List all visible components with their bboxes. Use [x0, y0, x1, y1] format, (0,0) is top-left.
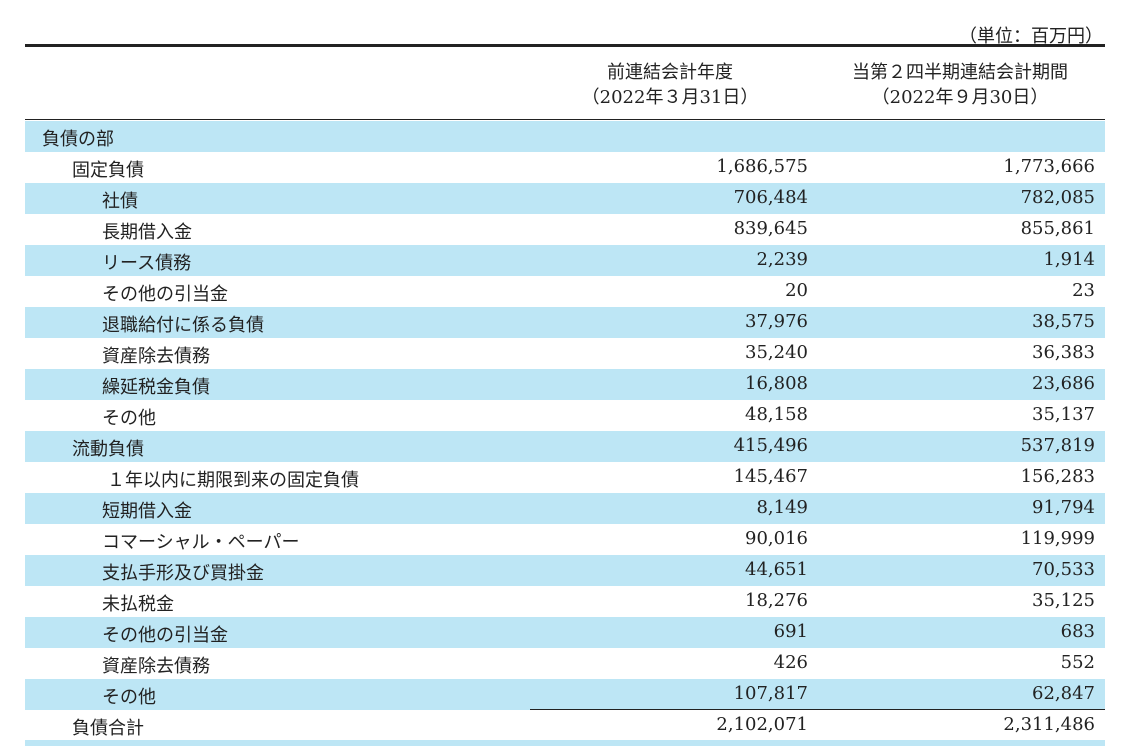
table-row: その他の引当金 20 23 — [25, 276, 1105, 307]
cell-value: 2,102,071 — [716, 714, 808, 735]
cell-value: 2,239 — [756, 249, 808, 270]
table-row: 未払税金 18,276 35,125 — [25, 586, 1105, 617]
cell-value: 107,817 — [733, 683, 808, 704]
cell-value: 37,976 — [745, 311, 808, 332]
cell-value: 415,496 — [733, 435, 808, 456]
row-label: その他の引当金 — [102, 625, 228, 646]
cell-value: 16,808 — [745, 373, 808, 394]
row-label: 固定負債 — [72, 160, 144, 181]
table-row: リース債務 2,239 1,914 — [25, 245, 1105, 276]
table-row: 負債の部 — [25, 121, 1105, 152]
row-label: 資産除去債務 — [102, 346, 210, 367]
cell-value: 156,283 — [1020, 466, 1095, 487]
table-row: 負債合計 2,102,071 2,311,486 — [25, 710, 1105, 741]
row-label: 未払税金 — [102, 594, 174, 615]
column-header: 前連結会計年度 （2022年３月31日） — [530, 60, 810, 110]
cell-value: 1,686,575 — [716, 156, 808, 177]
row-label: 負債の部 — [42, 129, 114, 150]
cell-value: 691 — [773, 621, 808, 642]
cell-value: 90,016 — [745, 528, 808, 549]
cell-value: 537,819 — [1020, 435, 1095, 456]
cell-value: 62,847 — [1032, 683, 1095, 704]
table-row: 社債 706,484 782,085 — [25, 183, 1105, 214]
column-title: 当第２四半期連結会計期間 — [852, 62, 1068, 83]
cell-value: 44,651 — [745, 559, 808, 580]
top-rule — [25, 44, 1105, 47]
table-row: 繰延税金負債 16,808 23,686 — [25, 369, 1105, 400]
table-row: その他 48,158 35,137 — [25, 400, 1105, 431]
cell-value: 23 — [1072, 280, 1095, 301]
cell-value: 119,999 — [1020, 528, 1095, 549]
row-label: その他 — [102, 687, 156, 708]
table-row: その他の引当金 691 683 — [25, 617, 1105, 648]
next-row-strip — [25, 740, 1105, 746]
row-label: その他 — [102, 408, 156, 429]
row-label: 繰延税金負債 — [102, 377, 210, 398]
cell-value: 2,311,486 — [1003, 714, 1095, 735]
row-label: リース債務 — [102, 253, 192, 274]
cell-value: 36,383 — [1032, 342, 1095, 363]
unit: （単位：百万円） — [959, 26, 1103, 47]
table-row: 資産除去債務 35,240 36,383 — [25, 338, 1105, 369]
row-label: 短期借入金 — [102, 501, 192, 522]
cell-value: 38,575 — [1032, 311, 1095, 332]
cell-value: 70,533 — [1032, 559, 1095, 580]
cell-value: 706,484 — [733, 187, 808, 208]
column-header: 当第２四半期連結会計期間 （2022年９月30日） — [815, 60, 1105, 110]
table-row: 資産除去債務 426 552 — [25, 648, 1105, 679]
row-label: １年以内に期限到来の固定負債 — [107, 470, 359, 491]
column-title: 前連結会計年度 — [607, 62, 733, 83]
column-date: （2022年９月30日） — [871, 87, 1049, 108]
cell-value: 91,794 — [1032, 497, 1095, 518]
cell-value: 20 — [785, 280, 808, 301]
cell-value: 145,467 — [733, 466, 808, 487]
total-rule — [530, 709, 1105, 710]
row-label: コマーシャル・ペーパー — [102, 532, 300, 553]
cell-value: 552 — [1060, 652, 1095, 673]
column-date: （2022年３月31日） — [581, 87, 759, 108]
table-row: １年以内に期限到来の固定負債 145,467 156,283 — [25, 462, 1105, 493]
table-row: 長期借入金 839,645 855,861 — [25, 214, 1105, 245]
row-label: 長期借入金 — [102, 222, 192, 243]
table-row: 退職給付に係る負債 37,976 38,575 — [25, 307, 1105, 338]
cell-value: 1,773,666 — [1003, 156, 1095, 177]
cell-value: 35,125 — [1032, 590, 1095, 611]
cell-value: 8,149 — [756, 497, 808, 518]
cell-value: 839,645 — [733, 218, 808, 239]
table-row: その他 107,817 62,847 — [25, 679, 1105, 710]
row-label: 流動負債 — [72, 439, 144, 460]
cell-value: 683 — [1060, 621, 1095, 642]
cell-value: 426 — [773, 652, 808, 673]
row-label: 社債 — [102, 191, 138, 212]
cell-value: 18,276 — [745, 590, 808, 611]
table-row: 短期借入金 8,149 91,794 — [25, 493, 1105, 524]
row-label: 資産除去債務 — [102, 656, 210, 677]
cell-value: 35,137 — [1032, 404, 1095, 425]
cell-value: 1,914 — [1043, 249, 1095, 270]
table-row: 固定負債 1,686,575 1,773,666 — [25, 152, 1105, 183]
table-row: 流動負債 415,496 537,819 — [25, 431, 1105, 462]
row-label: 負債合計 — [72, 718, 144, 739]
row-label: その他の引当金 — [102, 284, 228, 305]
row-label: 支払手形及び買掛金 — [102, 563, 264, 584]
cell-value: 782,085 — [1020, 187, 1095, 208]
cell-value: 48,158 — [745, 404, 808, 425]
cell-value: 35,240 — [745, 342, 808, 363]
header-rule — [25, 119, 1105, 120]
row-label: 退職給付に係る負債 — [102, 315, 264, 336]
cell-value: 23,686 — [1032, 373, 1095, 394]
table-row: コマーシャル・ペーパー 90,016 119,999 — [25, 524, 1105, 555]
cell-value: 855,861 — [1020, 218, 1095, 239]
table-row: 支払手形及び買掛金 44,651 70,533 — [25, 555, 1105, 586]
